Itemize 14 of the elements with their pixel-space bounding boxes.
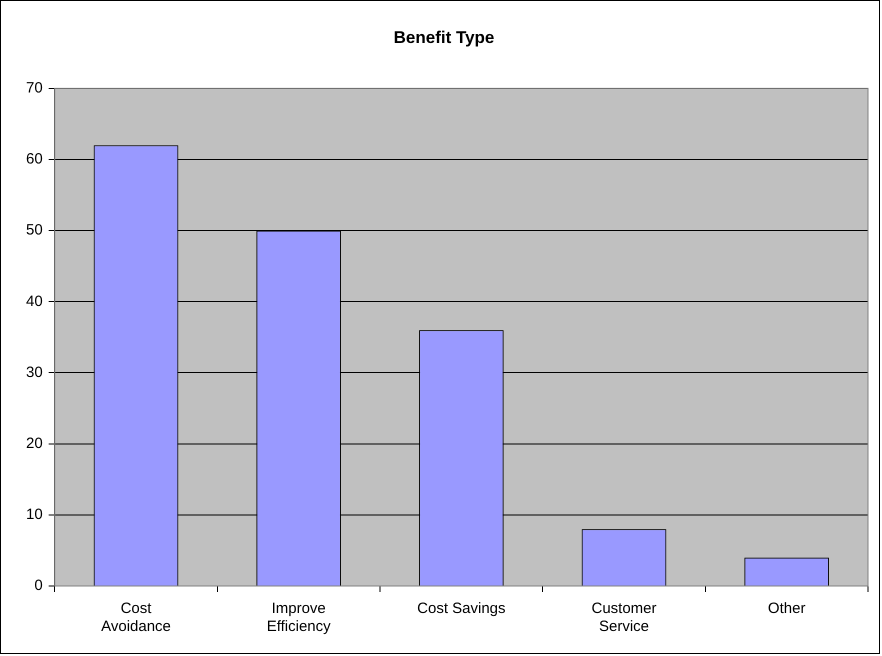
x-tick-label: Improve Efficiency: [266, 600, 332, 636]
x-tick-label: Other: [768, 600, 806, 618]
chart-title: Benefit Type: [394, 28, 494, 47]
y-tick-label: 50: [26, 222, 43, 239]
x-tick-label: Customer Service: [591, 600, 657, 636]
y-tick-label: 70: [26, 80, 43, 97]
y-tick-label: 10: [26, 506, 43, 524]
y-tick-label: 60: [26, 150, 43, 168]
y-tick-label: 20: [26, 434, 43, 452]
y-tick-label: 0: [34, 577, 43, 594]
y-tick-label: 30: [26, 364, 43, 381]
x-tick-label: Cost Savings: [417, 600, 506, 618]
y-tick-label: 40: [26, 292, 43, 310]
x-tick-label: Cost Avoidance: [101, 600, 171, 636]
